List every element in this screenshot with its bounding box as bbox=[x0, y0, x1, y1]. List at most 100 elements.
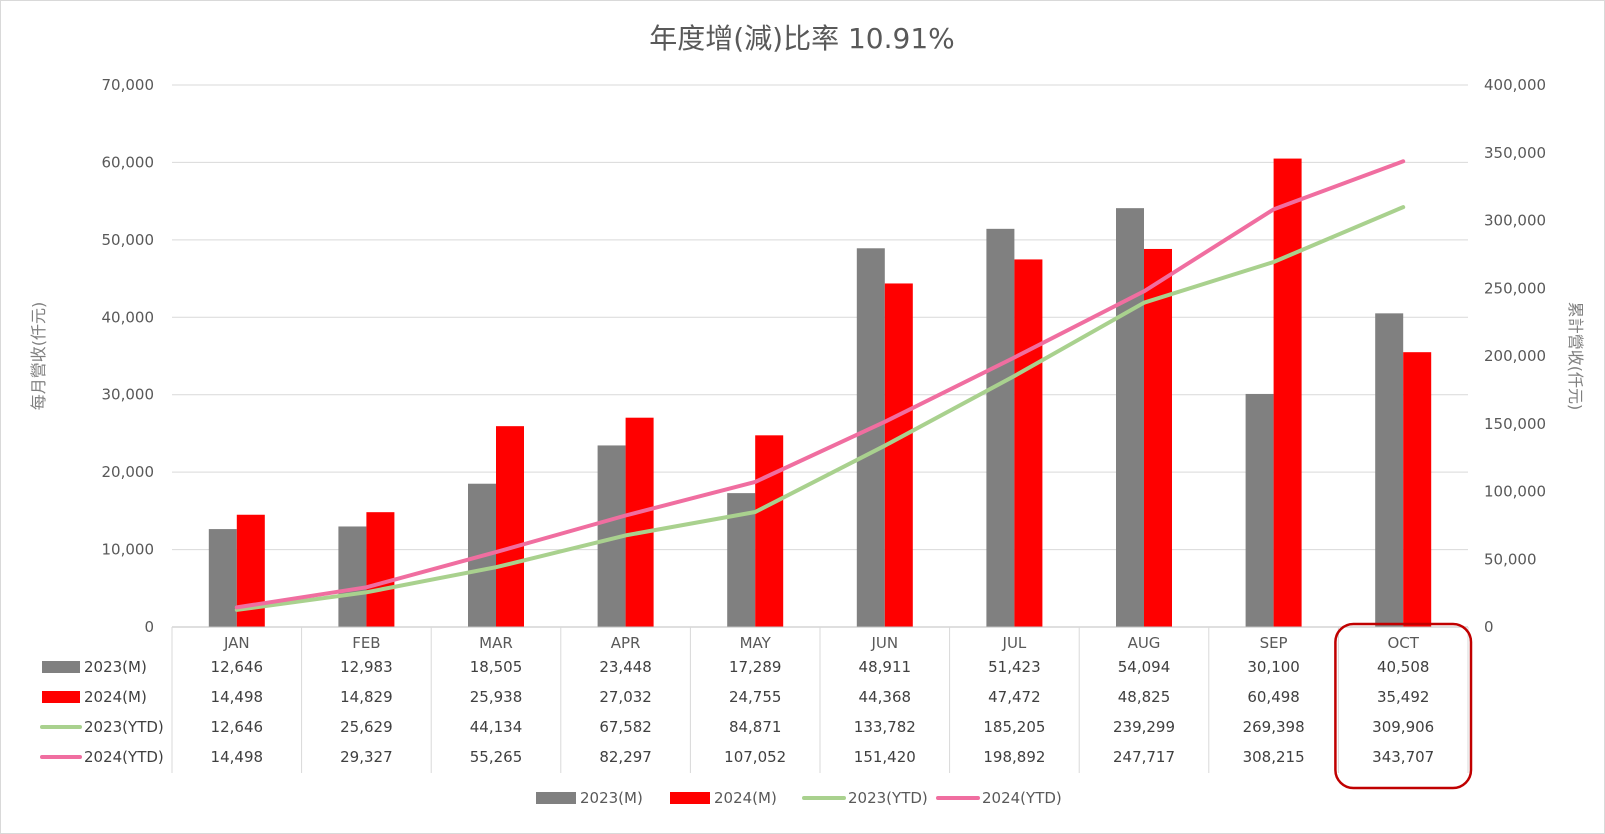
x-tick-label: OCT bbox=[1387, 634, 1419, 652]
table-cell: 67,582 bbox=[599, 718, 652, 736]
y-right-tick-label: 150,000 bbox=[1484, 415, 1546, 433]
legend-key-2023(M) bbox=[536, 792, 576, 804]
y-right-tick-label: 100,000 bbox=[1484, 483, 1546, 501]
table-cell: 48,911 bbox=[859, 658, 912, 676]
y-left-tick-label: 30,000 bbox=[102, 386, 155, 404]
table-cell: 60,498 bbox=[1247, 688, 1300, 706]
table-cell: 55,265 bbox=[470, 748, 523, 766]
table-cell: 14,829 bbox=[340, 688, 393, 706]
bar-2023(M)-FEB bbox=[338, 526, 367, 627]
x-tick-label: FEB bbox=[352, 634, 380, 652]
y-left-axis-label: 每月營收(仟元) bbox=[29, 302, 48, 411]
table-cell: 151,420 bbox=[854, 748, 916, 766]
bar-2024(M)-OCT bbox=[1403, 352, 1432, 627]
table-cell: 12,983 bbox=[340, 658, 393, 676]
table-cell: 30,100 bbox=[1247, 658, 1300, 676]
line-2023(YTD) bbox=[234, 205, 1406, 612]
bar-2024(M)-MAR bbox=[496, 426, 524, 627]
bar-2023(M)-JUL bbox=[986, 228, 1015, 627]
y-right-tick-label: 350,000 bbox=[1484, 144, 1546, 162]
table-cell: 309,906 bbox=[1372, 718, 1434, 736]
oct-highlight-box bbox=[1334, 622, 1473, 790]
table-cell: 17,289 bbox=[729, 658, 782, 676]
table-cell: 14,498 bbox=[211, 688, 264, 706]
y-right-axis-label: 累計營收(仟元) bbox=[1566, 302, 1585, 411]
y-left-tick-label: 0 bbox=[144, 618, 154, 636]
table-cell: 84,871 bbox=[729, 718, 782, 736]
table-key-2024(M) bbox=[42, 691, 80, 703]
bar-2024(M)-JUL bbox=[1014, 259, 1043, 627]
bar-2023(M)-SEP bbox=[1245, 393, 1274, 627]
table-cell: 12,646 bbox=[211, 658, 264, 676]
table-cell: 269,398 bbox=[1243, 718, 1305, 736]
table-key-2023(M) bbox=[42, 661, 80, 673]
table-cell: 18,505 bbox=[470, 658, 523, 676]
table-cell: 185,205 bbox=[983, 718, 1045, 736]
table-cell: 47,472 bbox=[988, 688, 1041, 706]
line-2024(YTD) bbox=[234, 159, 1406, 610]
x-tick-label: SEP bbox=[1260, 634, 1288, 652]
table-cell: 54,094 bbox=[1118, 658, 1171, 676]
legend-label: 2023(YTD) bbox=[848, 789, 928, 807]
x-tick-label: MAY bbox=[740, 634, 772, 652]
bar-2023(M)-JUN bbox=[856, 248, 885, 627]
y-left-tick-label: 20,000 bbox=[102, 463, 155, 481]
legend-label: 2023(M) bbox=[580, 789, 643, 807]
table-cell: 23,448 bbox=[599, 658, 652, 676]
y-right-tick-label: 50,000 bbox=[1484, 550, 1537, 568]
legend-label: 2024(YTD) bbox=[982, 789, 1062, 807]
x-tick-label: APR bbox=[611, 634, 641, 652]
chart-title: 年度增(減)比率 10.91% bbox=[649, 22, 955, 55]
y-left-tick-label: 50,000 bbox=[102, 231, 155, 249]
table-row-label: 2024(M) bbox=[84, 688, 147, 706]
table-cell: 44,368 bbox=[859, 688, 912, 706]
y-right-tick-label: 0 bbox=[1484, 618, 1494, 636]
table-cell: 48,825 bbox=[1118, 688, 1171, 706]
x-tick-label: JAN bbox=[223, 634, 250, 652]
table-cell: 107,052 bbox=[724, 748, 786, 766]
y-right-tick-label: 300,000 bbox=[1484, 212, 1546, 230]
table-row-label: 2024(YTD) bbox=[84, 748, 164, 766]
bar-2023(M)-JAN bbox=[208, 529, 237, 627]
bar-2024(M)-APR bbox=[625, 417, 654, 627]
table-cell: 12,646 bbox=[211, 718, 264, 736]
table-cell: 239,299 bbox=[1113, 718, 1175, 736]
bar-2023(M)-OCT bbox=[1375, 313, 1404, 627]
table-cell: 44,134 bbox=[470, 718, 523, 736]
table-cell: 14,498 bbox=[211, 748, 264, 766]
table-cell: 35,492 bbox=[1377, 688, 1430, 706]
bar-2024(M)-MAY bbox=[755, 435, 784, 627]
legend-key-2024(M) bbox=[670, 792, 710, 804]
x-tick-label: MAR bbox=[479, 634, 513, 652]
table-cell: 308,215 bbox=[1243, 748, 1305, 766]
bar-2024(M)-FEB bbox=[366, 512, 395, 627]
y-left-tick-label: 40,000 bbox=[102, 308, 155, 326]
table-cell: 25,629 bbox=[340, 718, 393, 736]
bar-2024(M)-AUG bbox=[1144, 248, 1172, 627]
table-cell: 82,297 bbox=[599, 748, 652, 766]
table-cell: 198,892 bbox=[983, 748, 1045, 766]
table-cell: 40,508 bbox=[1377, 658, 1430, 676]
y-right-tick-label: 200,000 bbox=[1484, 347, 1546, 365]
y-left-tick-label: 60,000 bbox=[102, 153, 155, 171]
table-cell: 343,707 bbox=[1372, 748, 1434, 766]
y-left-tick-label: 10,000 bbox=[102, 541, 155, 559]
table-cell: 25,938 bbox=[470, 688, 523, 706]
table-cell: 133,782 bbox=[854, 718, 916, 736]
table-cell: 51,423 bbox=[988, 658, 1041, 676]
y-right-tick-label: 250,000 bbox=[1484, 279, 1546, 297]
table-row-label: 2023(M) bbox=[84, 658, 147, 676]
y-right-tick-label: 400,000 bbox=[1484, 76, 1546, 94]
table-row-label: 2023(YTD) bbox=[84, 718, 164, 736]
table-cell: 27,032 bbox=[599, 688, 652, 706]
bar-2024(M)-SEP bbox=[1273, 158, 1302, 627]
x-tick-label: JUN bbox=[870, 634, 898, 652]
bar-2023(M)-AUG bbox=[1116, 208, 1144, 627]
table-cell: 29,327 bbox=[340, 748, 393, 766]
table-cell: 247,717 bbox=[1113, 748, 1175, 766]
y-left-tick-label: 70,000 bbox=[102, 76, 155, 94]
x-tick-label: AUG bbox=[1128, 634, 1161, 652]
x-tick-label: JUL bbox=[1002, 634, 1027, 652]
